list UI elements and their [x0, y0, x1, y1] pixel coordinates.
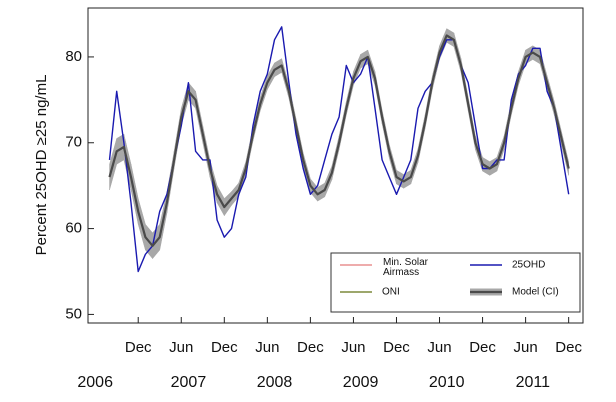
y-tick-label: 80 — [65, 48, 82, 65]
series-line — [108, 34, 570, 247]
y-tick-label: 70 — [65, 134, 82, 151]
year-label: 2008 — [257, 374, 293, 391]
x-tick-label: Dec — [555, 339, 582, 356]
y-tick-label: 50 — [65, 305, 82, 322]
year-label: 2006 — [77, 374, 113, 391]
legend-label: Model (CI) — [512, 287, 559, 298]
year-label: 2007 — [171, 374, 207, 391]
y-tick-label: 60 — [65, 220, 82, 237]
x-tick-label: Dec — [383, 339, 410, 356]
x-tick-label: Jun — [169, 339, 193, 356]
legend-box — [330, 252, 581, 313]
year-label: 2009 — [343, 374, 379, 391]
legend-label: ONI — [382, 287, 400, 298]
legend-label: 25OHD — [512, 260, 545, 271]
x-tick-label: Dec — [297, 339, 324, 356]
x-tick-label: Dec — [125, 339, 152, 356]
legend-label: Min. Solar Airmass — [383, 257, 429, 278]
plot-frame — [87, 7, 584, 324]
x-tick-label: Jun — [341, 339, 365, 356]
y-axis-label: Percent 25OHD ≥25 ng/mL — [33, 75, 50, 256]
x-tick-label: Jun — [514, 339, 538, 356]
x-tick-label: Dec — [211, 339, 238, 356]
x-tick-label: Dec — [469, 339, 496, 356]
year-label: 2010 — [429, 374, 465, 391]
x-tick-label: Jun — [255, 339, 279, 356]
year-label: 2011 — [516, 374, 551, 391]
x-tick-label: Jun — [427, 339, 451, 356]
